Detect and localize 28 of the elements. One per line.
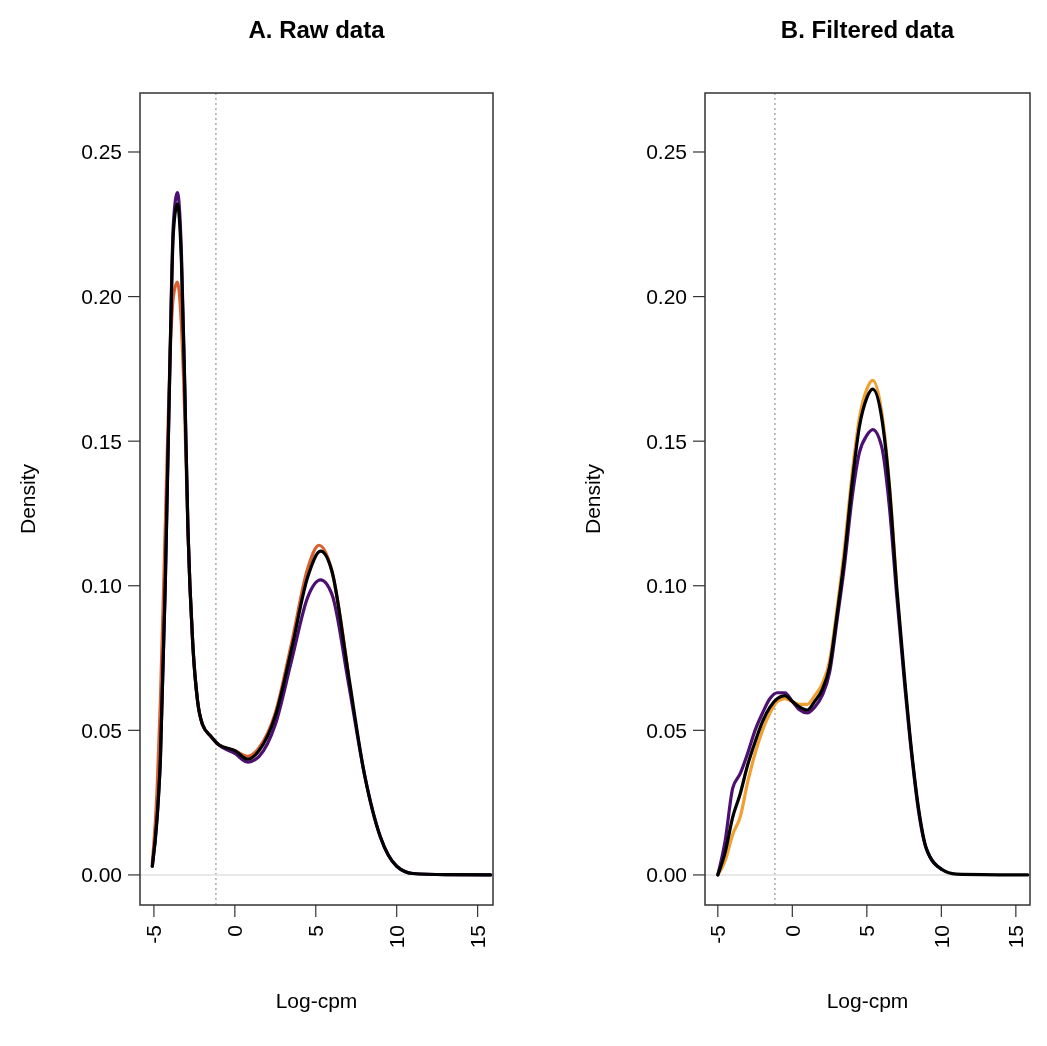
y-tick-label: 0.10 — [81, 574, 122, 598]
y-tick-label: 0.20 — [81, 284, 122, 308]
x-tick-label: 15 — [1004, 925, 1028, 949]
chart-title: A. Raw data — [248, 16, 386, 43]
y-axis-title: Density — [16, 463, 39, 535]
x-tick-label: 0 — [780, 925, 804, 937]
y-tick-label: 0.10 — [646, 574, 687, 598]
y-tick-label: 0.20 — [646, 284, 687, 308]
x-tick-label: -5 — [706, 925, 730, 944]
y-tick-label: 0.25 — [81, 140, 122, 164]
chart-title: B. Filtered data — [780, 16, 955, 43]
y-axis-title: Density — [581, 463, 604, 535]
x-axis-title: Log-cpm — [826, 989, 909, 1012]
x-axis-title: Log-cpm — [275, 989, 358, 1012]
x-tick-label: 10 — [385, 925, 409, 949]
y-tick-label: 0.25 — [646, 140, 687, 164]
y-tick-label: 0.05 — [646, 718, 687, 742]
x-tick-label: 15 — [465, 925, 489, 949]
x-tick-label: 5 — [304, 925, 328, 937]
y-tick-label: 0.15 — [646, 429, 687, 453]
x-tick-label: 0 — [223, 925, 247, 937]
y-tick-label: 0.00 — [646, 863, 687, 887]
y-tick-label: 0.05 — [81, 718, 122, 742]
x-tick-label: 10 — [929, 925, 953, 949]
y-tick-label: 0.15 — [81, 429, 122, 453]
y-tick-label: 0.00 — [81, 863, 122, 887]
x-tick-label: 5 — [855, 925, 879, 937]
x-tick-label: -5 — [142, 925, 166, 944]
